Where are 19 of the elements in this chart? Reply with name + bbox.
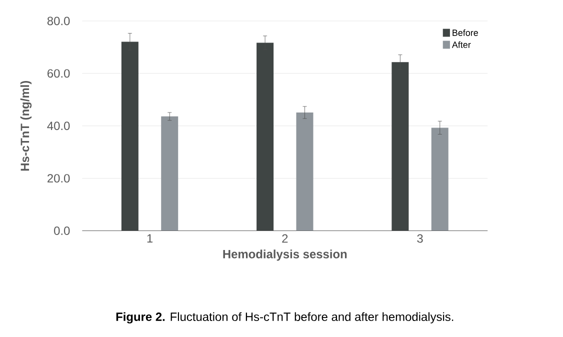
y-tick-label: 60.0 — [48, 69, 70, 78]
legend-label: After — [452, 41, 471, 48]
bar — [431, 128, 448, 231]
x-axis-title: Hemodialysis session — [223, 250, 347, 261]
y-tick-label: 40.0 — [47, 122, 70, 130]
y-tick-label: 0.0 — [54, 226, 70, 235]
y-tick-label: 20.0 — [48, 174, 70, 183]
legend-label: Before — [452, 29, 478, 36]
y-tick-label: 80.0 — [47, 16, 70, 26]
bar — [121, 42, 138, 231]
x-tick-label: 2 — [282, 234, 288, 243]
y-axis-title: Hs-cTnT (ng/ml) — [20, 80, 32, 171]
bar — [392, 62, 409, 231]
bar — [296, 112, 314, 231]
x-tick-label: 3 — [417, 234, 423, 243]
x-tick-label: 1 — [147, 234, 153, 242]
bar — [256, 42, 274, 231]
text: Figure 2. Fluctuation of Hs-cTnT before and after hemodialysis. — [116, 312, 454, 324]
bar — [161, 116, 178, 231]
